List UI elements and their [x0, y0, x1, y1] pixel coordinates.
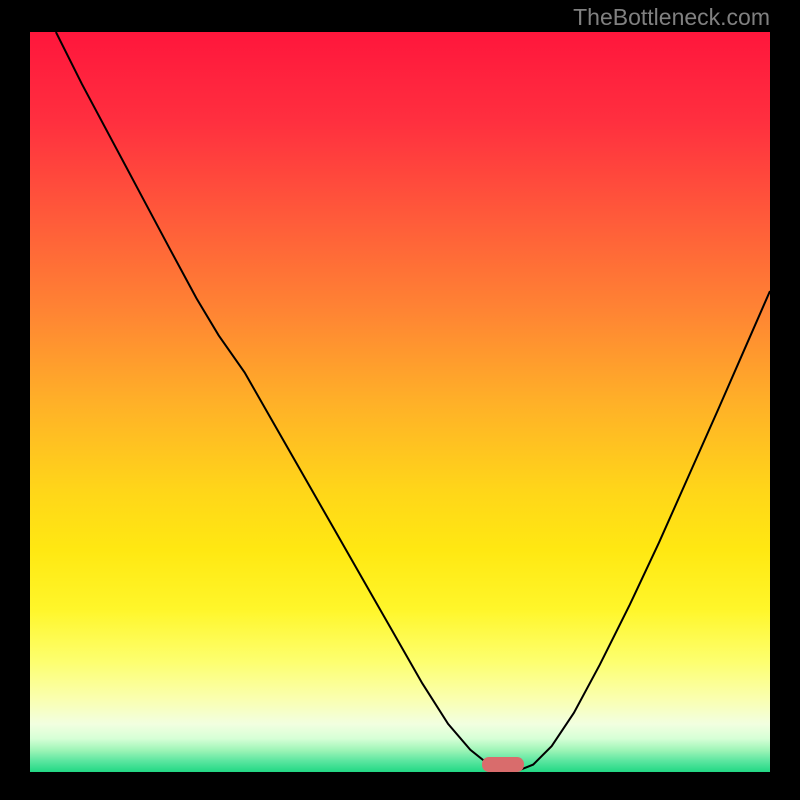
curve-svg [30, 32, 770, 772]
bottleneck-curve [56, 32, 770, 771]
bottleneck-chart: TheBottleneck.com [0, 0, 800, 800]
optimal-marker [482, 757, 524, 772]
watermark-text: TheBottleneck.com [573, 4, 770, 31]
plot-area [30, 32, 770, 772]
